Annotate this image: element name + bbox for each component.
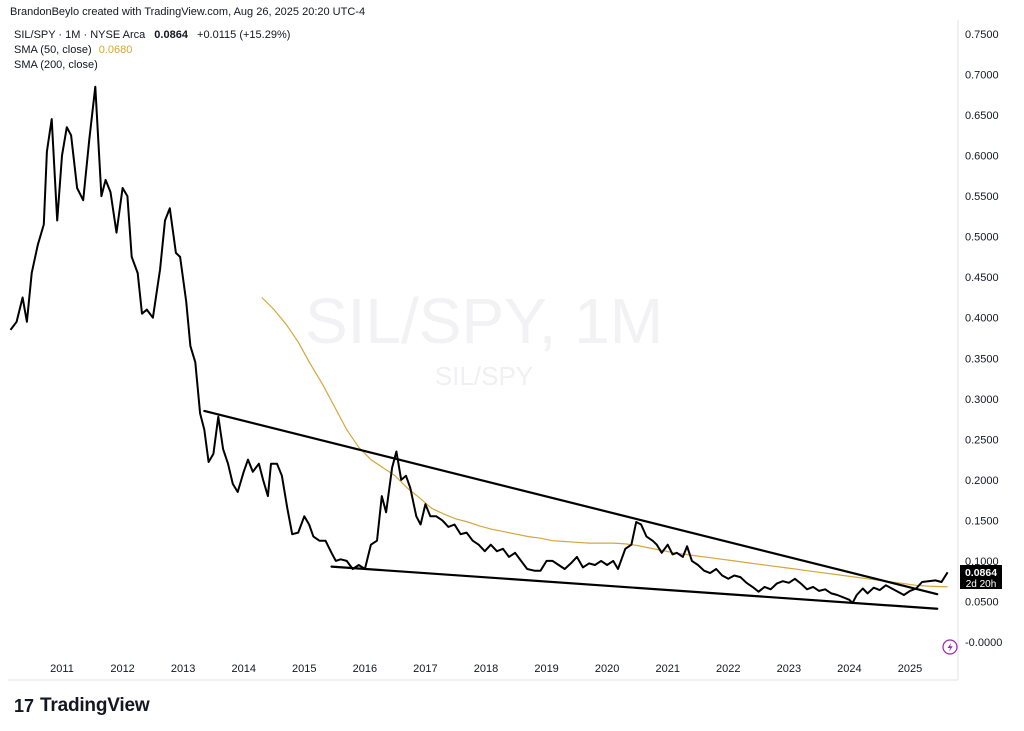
trendline-layer[interactable] <box>203 409 939 610</box>
tradingview-logo-icon: 17 <box>14 695 35 716</box>
watermark-subtitle: SIL/SPY <box>435 361 533 391</box>
y-tick-label: 0.2500 <box>965 434 999 446</box>
chart-legend: SIL/SPY · 1M · NYSE Arca 0.0864 +0.0115 … <box>14 28 290 73</box>
price-line <box>9 85 949 605</box>
y-tick-label: 0.1500 <box>965 515 999 527</box>
x-tick-label: 2018 <box>474 663 498 675</box>
sma-layer <box>261 297 948 588</box>
x-tick-label: 2017 <box>413 663 437 675</box>
x-tick-label: 2016 <box>353 663 377 675</box>
x-tick-label: 2015 <box>292 663 316 675</box>
legend-symbol: SIL/SPY · 1M · NYSE Arca <box>14 29 146 41</box>
sma50-line <box>261 297 948 588</box>
x-tick-label: 2025 <box>898 663 922 675</box>
legend-change: +0.0115 (+15.29%) <box>197 29 291 41</box>
x-tick-label: 2024 <box>837 663 861 675</box>
tradingview-brand: TradingView <box>40 695 150 716</box>
x-tick-label: 2020 <box>595 663 619 675</box>
price-tag-countdown: 2d 20h <box>966 579 997 590</box>
legend-sma200-label: SMA (200, close) <box>14 59 98 71</box>
current-price-tag: 0.0864 2d 20h <box>960 565 1002 590</box>
x-tick-label: 2022 <box>716 663 740 675</box>
chart-watermark: SIL/SPY, 1M SIL/SPY <box>305 285 663 391</box>
axis-lines <box>8 20 959 681</box>
y-tick-label: 0.5000 <box>965 232 999 244</box>
legend-last-value: 0.0864 <box>154 29 188 41</box>
y-tick-label: 0.5500 <box>965 191 999 203</box>
x-tick-label: 2023 <box>777 663 801 675</box>
price-layer <box>9 85 949 605</box>
price-tag-value: 0.0864 <box>965 567 997 579</box>
alert-lightning-icon[interactable] <box>942 639 958 655</box>
y-tick-label: 0.6000 <box>965 151 999 163</box>
legend-sma50-value: 0.0680 <box>98 44 133 56</box>
price-tag-box <box>960 565 1002 589</box>
legend-sma50-label: SMA (50, close) <box>14 44 92 56</box>
lower-trendline[interactable] <box>330 565 939 610</box>
y-tick-label: 0.2000 <box>965 475 999 487</box>
y-tick-label: 0.4500 <box>965 272 999 284</box>
y-tick-label: -0.0000 <box>965 637 1002 649</box>
x-tick-label: 2013 <box>171 663 195 675</box>
y-tick-label: 0.0500 <box>965 596 999 608</box>
legend-symbol-row[interactable]: SIL/SPY · 1M · NYSE Arca 0.0864 +0.0115 … <box>14 28 290 43</box>
x-tick-label: 2011 <box>50 663 74 675</box>
y-tick-label: 0.7000 <box>965 70 999 82</box>
x-tick-label: 2012 <box>110 663 134 675</box>
legend-sma200-row[interactable]: SMA (200, close) <box>14 58 290 73</box>
x-axis-ticks[interactable]: 2011 2012 2013 2014 2015 2016 2017 2018 2019 2020… <box>50 663 922 675</box>
y-tick-label: 0.6500 <box>965 110 999 122</box>
chart-credit: BrandonBeylo created with TradingView.co… <box>10 6 366 18</box>
y-tick-label: 0.7500 <box>965 29 999 41</box>
x-tick-label: 2019 <box>534 663 558 675</box>
y-axis-ticks[interactable]: 0.7500 0.7000 0.6500 0.6000 0.5500 0.5000 0.45… <box>965 29 1002 649</box>
y-tick-label: 0.1000 <box>965 556 999 568</box>
y-tick-label: 0.3500 <box>965 353 999 365</box>
y-tick-label: 0.4000 <box>965 313 999 325</box>
tradingview-footer[interactable]: 17 TradingView <box>14 695 150 717</box>
upper-trendline[interactable] <box>203 409 939 596</box>
legend-sma50-row[interactable]: SMA (50, close) 0.0680 <box>14 43 290 58</box>
x-tick-label: 2014 <box>231 663 255 675</box>
x-tick-label: 2021 <box>655 663 679 675</box>
watermark-title: SIL/SPY, 1M <box>305 285 663 357</box>
y-tick-label: 0.3000 <box>965 394 999 406</box>
